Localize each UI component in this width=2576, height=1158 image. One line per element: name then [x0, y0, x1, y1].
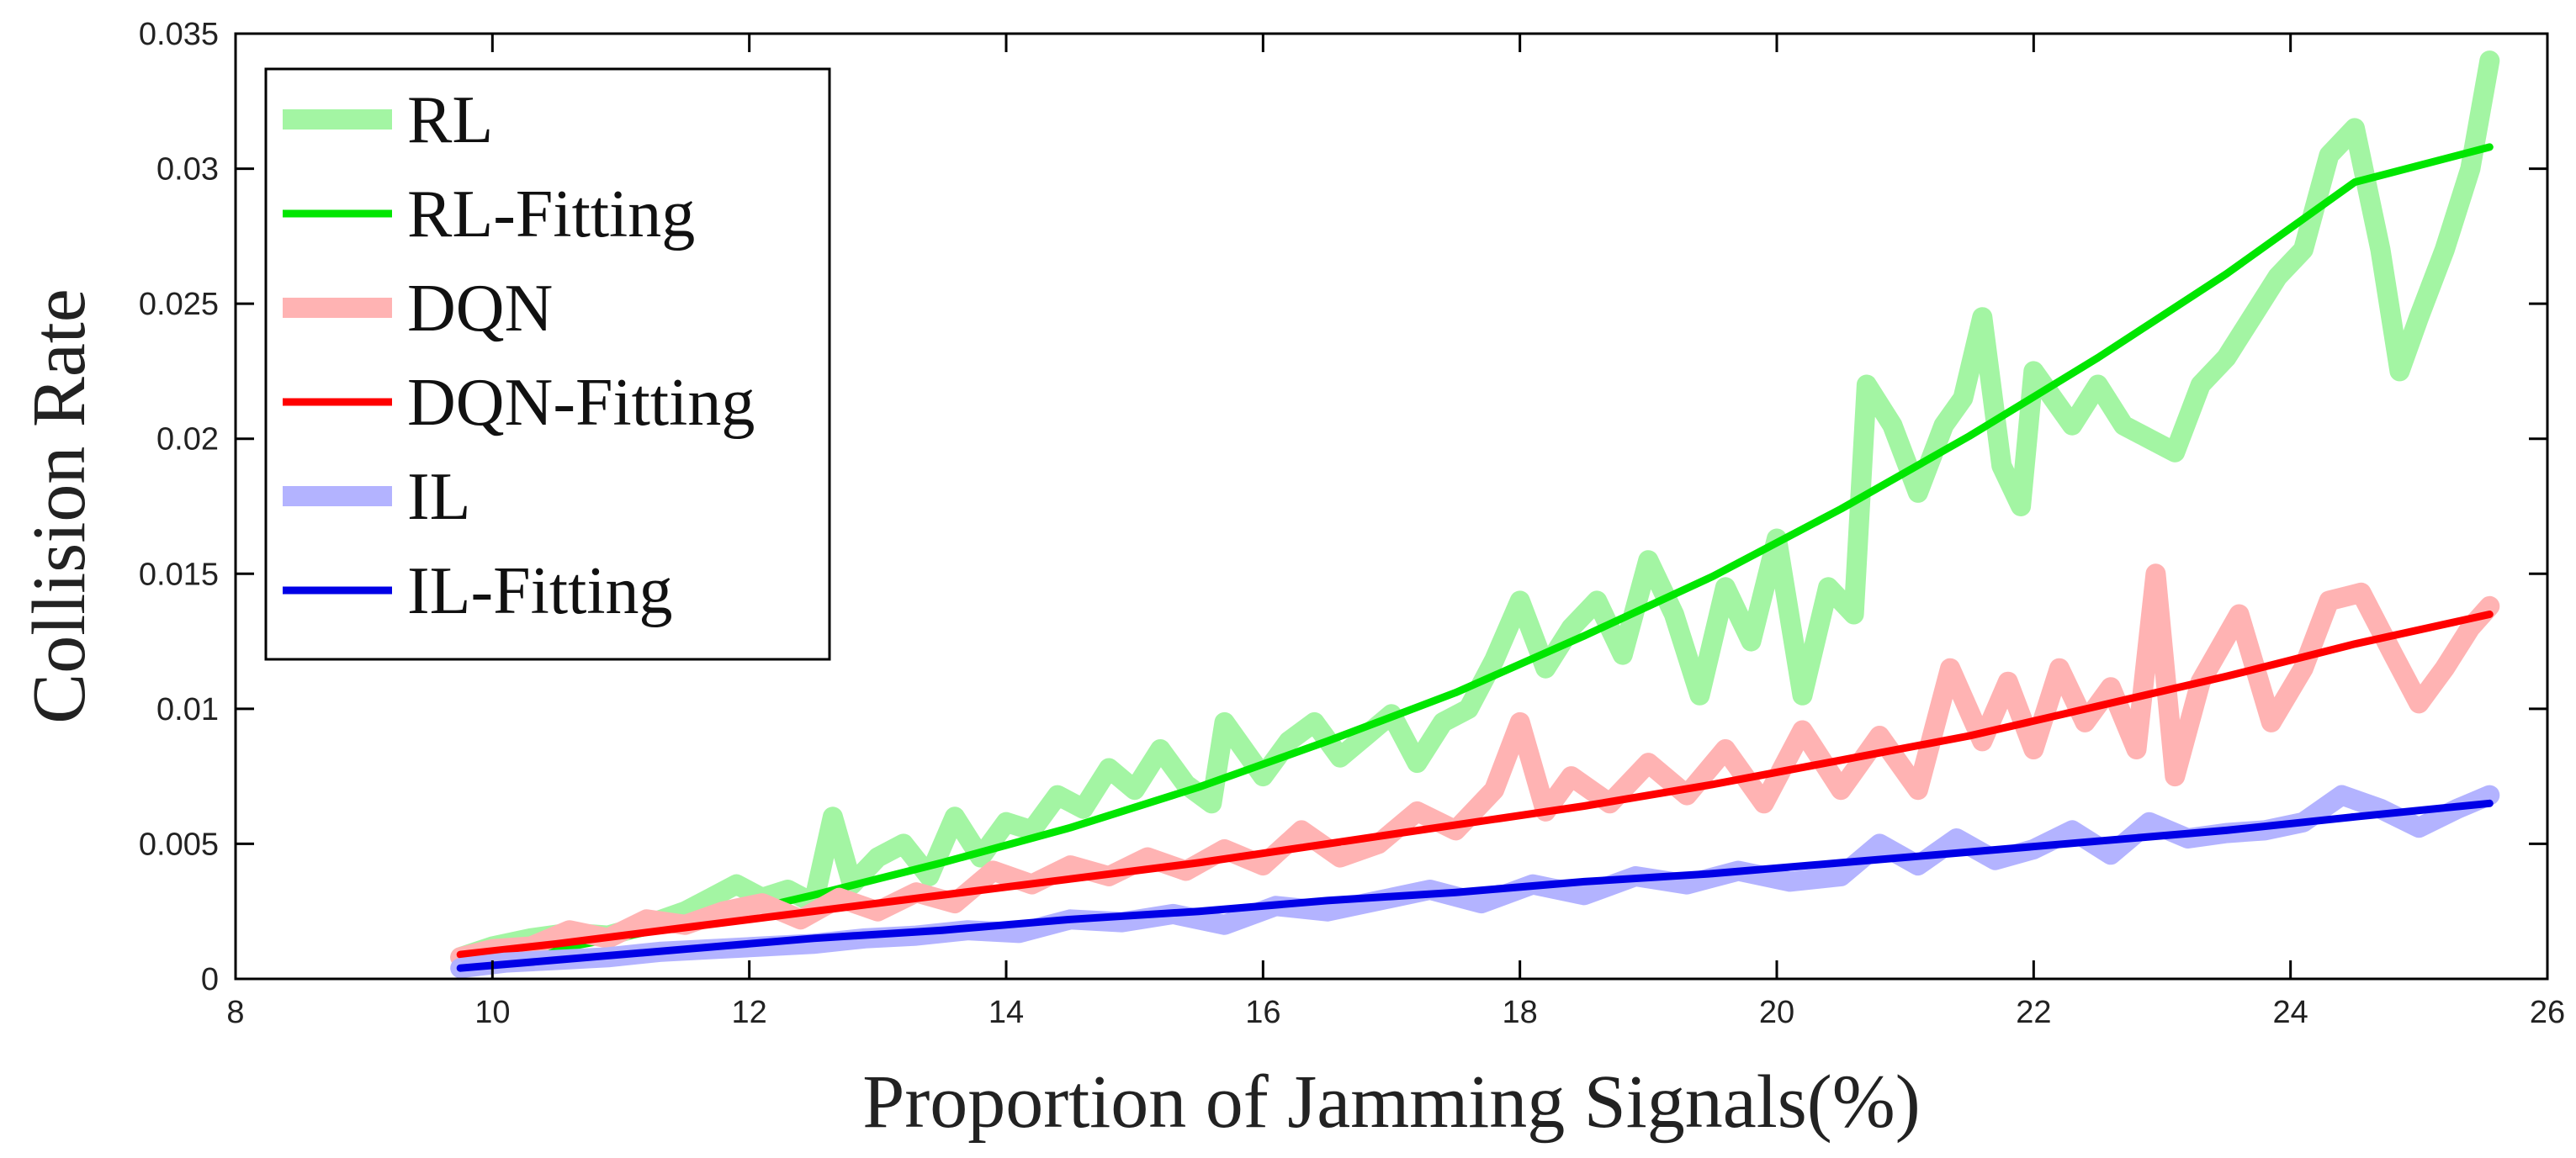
series-line-dqn-fitting — [456, 611, 2494, 959]
legend-label: RL — [407, 83, 493, 157]
x-tick-label: 18 — [1503, 995, 1538, 1030]
x-tick-label: 22 — [2016, 995, 2051, 1030]
legend-label: RL-Fitting — [407, 177, 695, 251]
x-tick-label: 14 — [989, 995, 1024, 1030]
series-layer — [450, 50, 2500, 979]
y-tick-label: 0.035 — [139, 17, 219, 52]
legend-label: IL — [407, 460, 471, 534]
x-axis-title: Proportion of Jamming Signals(%) — [862, 1060, 1920, 1144]
x-tick-label: 16 — [1245, 995, 1280, 1030]
legend-label: IL-Fitting — [407, 554, 673, 628]
series-line-rl — [450, 50, 2500, 968]
x-tick-label: 10 — [474, 995, 510, 1030]
x-tick-label: 12 — [732, 995, 767, 1030]
y-axis-title: Collision Rate — [18, 288, 101, 724]
legend-label: DQN-Fitting — [407, 366, 755, 440]
y-tick-label: 0.02 — [156, 422, 219, 457]
legend-box — [264, 67, 831, 661]
legend: RL RL-Fitting DQN DQN-Fitting IL IL-Fitting — [264, 67, 831, 661]
y-tick-label: 0.03 — [156, 152, 219, 188]
plot-frame — [234, 32, 2549, 981]
series-line-il-fitting — [456, 799, 2494, 972]
y-tick-label: 0.005 — [139, 827, 219, 862]
y-tick-label: 0 — [201, 962, 219, 997]
y-tick-label: 0.015 — [139, 557, 219, 592]
x-tick-label: 8 — [226, 995, 244, 1030]
x-tick-label: 20 — [1759, 995, 1794, 1030]
x-tick-label: 26 — [2530, 995, 2565, 1030]
y-tick-label: 0.01 — [156, 692, 219, 727]
ticks-layer: 8 10 12 14 16 18 20 22 24 26 0 0.005 0.01 0.015 0.02 0.… — [139, 17, 2565, 1030]
y-tick-label: 0.025 — [139, 287, 219, 322]
legend-label: DQN — [407, 272, 553, 346]
x-tick-label: 24 — [2273, 995, 2308, 1030]
